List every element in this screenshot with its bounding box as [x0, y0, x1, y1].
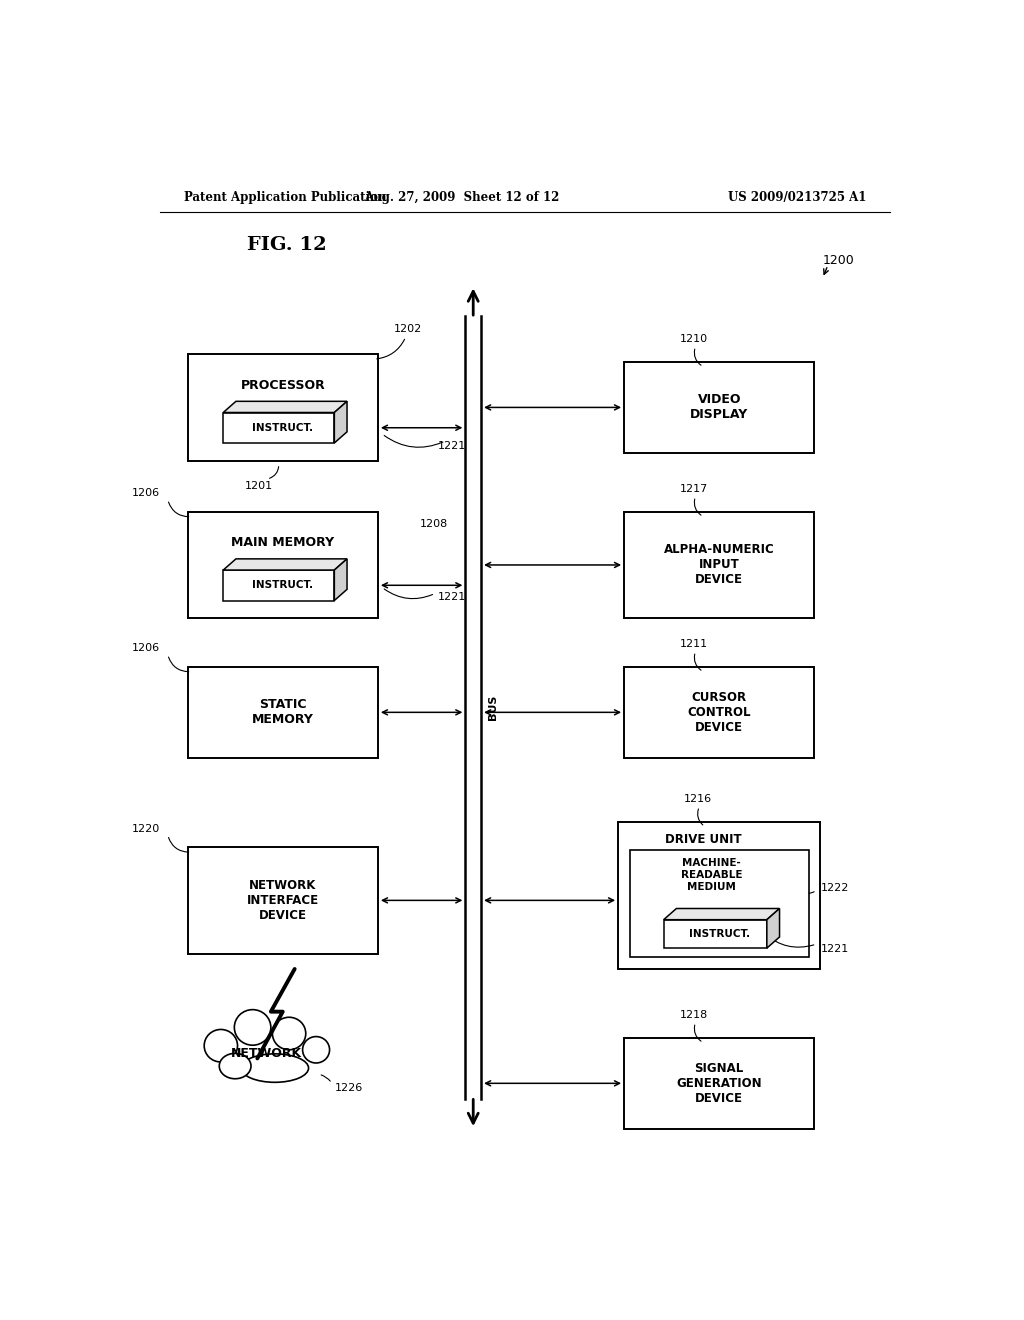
Text: MAIN MEMORY: MAIN MEMORY	[231, 536, 334, 549]
Text: 1222: 1222	[820, 883, 849, 894]
Ellipse shape	[204, 1030, 238, 1063]
Text: 1221: 1221	[437, 593, 466, 602]
Ellipse shape	[219, 1053, 251, 1078]
Text: FIG. 12: FIG. 12	[247, 236, 327, 253]
Bar	[187, 847, 378, 954]
Bar	[664, 920, 767, 948]
Text: VIDEO
DISPLAY: VIDEO DISPLAY	[690, 393, 749, 421]
Bar	[187, 512, 378, 618]
Polygon shape	[223, 558, 347, 570]
Text: 1226: 1226	[334, 1084, 362, 1093]
Bar	[618, 821, 820, 969]
Text: US 2009/0213725 A1: US 2009/0213725 A1	[728, 190, 866, 203]
Text: 1221: 1221	[437, 441, 466, 451]
Bar	[624, 1038, 814, 1129]
Bar	[187, 354, 378, 461]
Ellipse shape	[234, 1010, 270, 1045]
Bar	[624, 362, 814, 453]
Ellipse shape	[241, 1053, 308, 1082]
Polygon shape	[767, 908, 779, 948]
Text: 1211: 1211	[680, 639, 708, 649]
Text: SIGNAL
GENERATION
DEVICE: SIGNAL GENERATION DEVICE	[677, 1061, 762, 1105]
Ellipse shape	[303, 1036, 330, 1063]
Text: 1202: 1202	[394, 323, 422, 334]
Text: 1217: 1217	[680, 484, 708, 494]
Text: 1220: 1220	[132, 824, 160, 834]
Text: NETWORK: NETWORK	[231, 1047, 302, 1060]
Text: STATIC
MEMORY: STATIC MEMORY	[252, 698, 313, 726]
Text: 1206: 1206	[132, 643, 160, 653]
Text: 1208: 1208	[420, 519, 447, 529]
Text: CURSOR
CONTROL
DEVICE: CURSOR CONTROL DEVICE	[687, 690, 751, 734]
Text: INSTRUCT.: INSTRUCT.	[689, 929, 750, 939]
Text: 1210: 1210	[680, 334, 708, 345]
Bar	[624, 512, 814, 618]
Polygon shape	[334, 401, 347, 444]
Polygon shape	[334, 558, 347, 601]
Text: Patent Application Publication: Patent Application Publication	[183, 190, 386, 203]
Polygon shape	[223, 401, 347, 412]
Text: MACHINE-
READABLE
MEDIUM: MACHINE- READABLE MEDIUM	[681, 858, 742, 891]
Text: INSTRUCT.: INSTRUCT.	[252, 422, 313, 433]
Text: NETWORK
INTERFACE
DEVICE: NETWORK INTERFACE DEVICE	[247, 879, 318, 921]
Bar	[630, 850, 809, 957]
Text: ALPHA-NUMERIC
INPUT
DEVICE: ALPHA-NUMERIC INPUT DEVICE	[664, 544, 774, 586]
Text: 1216: 1216	[684, 795, 712, 804]
Bar	[223, 570, 334, 601]
Text: 1206: 1206	[132, 488, 160, 499]
Ellipse shape	[272, 1018, 306, 1049]
Text: BUS: BUS	[487, 694, 498, 719]
Bar	[624, 667, 814, 758]
Text: 1201: 1201	[245, 482, 273, 491]
Text: 1221: 1221	[820, 944, 849, 954]
Text: 1218: 1218	[680, 1010, 708, 1020]
Bar	[223, 413, 334, 444]
Polygon shape	[664, 908, 779, 920]
Text: PROCESSOR: PROCESSOR	[241, 379, 326, 392]
Text: INSTRUCT.: INSTRUCT.	[252, 581, 313, 590]
Bar	[187, 667, 378, 758]
Text: Aug. 27, 2009  Sheet 12 of 12: Aug. 27, 2009 Sheet 12 of 12	[364, 190, 559, 203]
Text: DRIVE UNIT: DRIVE UNIT	[665, 833, 741, 846]
Text: 1200: 1200	[822, 253, 854, 267]
